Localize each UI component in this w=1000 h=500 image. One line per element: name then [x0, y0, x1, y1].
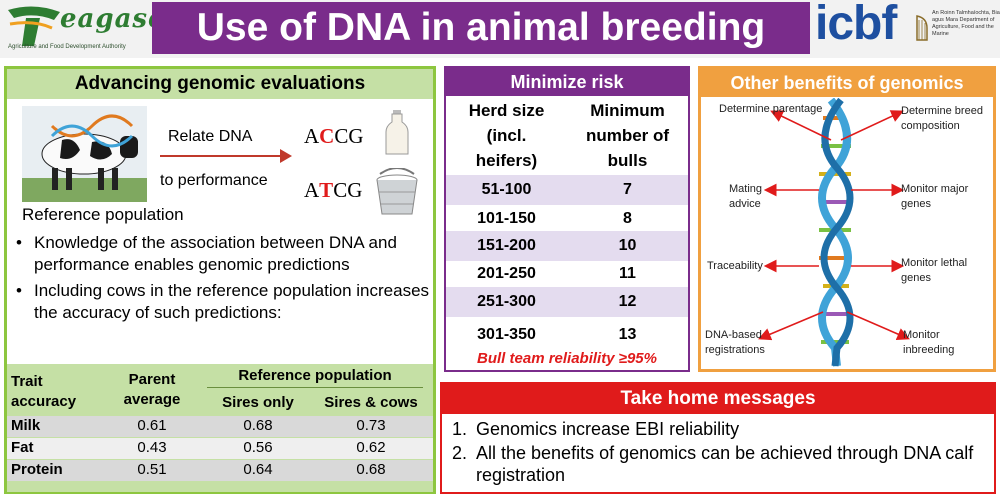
reference-population-label: Reference population — [22, 205, 184, 224]
list-item: 2. All the benefits of genomics can be ac… — [452, 443, 974, 485]
label-dna-registrations: DNA-based registrations — [705, 329, 765, 356]
relate-dna-text: Relate DNA — [168, 128, 253, 145]
bullet-item: Knowledge of the association between DNA… — [12, 232, 432, 276]
list-item: 1. Genomics increase EBI reliability — [452, 419, 740, 439]
take-home-heading: Take home messages — [442, 384, 994, 414]
icbf-wordmark: icbf — [815, 0, 897, 50]
teagasc-logo — [4, 2, 152, 56]
other-benefits-heading: Other benefits of genomics — [701, 69, 993, 97]
table-row: Milk 0.61 0.68 0.73 — [7, 416, 433, 437]
table-row: 201-250 11 — [477, 265, 636, 282]
label-mating-advice: Mating advice — [729, 183, 763, 210]
page-title: Use of DNA in animal breeding — [152, 2, 810, 54]
genomic-evaluations-heading: Advancing genomic evaluations — [7, 69, 433, 99]
arrow-right-icon — [280, 149, 292, 163]
bull-team-reliability: Bull team reliability ≥95% — [477, 350, 657, 367]
header-sires-cows: Sires & cows — [324, 394, 418, 411]
milk-bottle-icon — [384, 110, 410, 156]
table-row: 151-200 10 — [446, 231, 688, 261]
table-row: Protein 0.51 0.64 0.68 — [7, 460, 433, 481]
header-trait-accuracy: Trait accuracy — [11, 373, 77, 410]
minimize-risk-heading: Minimize risk — [446, 68, 688, 96]
teagasc-wordmark: eagasc — [60, 4, 165, 34]
label-traceability: Traceability — [707, 260, 763, 272]
header-divider — [207, 387, 423, 388]
to-performance-text: to performance — [160, 172, 268, 189]
table-row: 51-100 7 — [446, 175, 688, 205]
header-reference-population: Reference population — [238, 367, 392, 384]
genomic-bullets: Knowledge of the association between DNA… — [12, 232, 432, 328]
header-sires-only: Sires only — [222, 394, 294, 411]
dna-sequence-2: ATCG — [304, 178, 363, 202]
herd-size-header: Herd size (incl. heifers) — [468, 101, 545, 170]
cow-dna-image — [22, 106, 147, 202]
min-bulls-header: Minimum number of bulls — [585, 101, 670, 170]
table-row: 251-300 12 — [446, 287, 688, 317]
label-monitor-inbreeding: Monitor inbreeding — [903, 329, 955, 356]
header-parent-average: Parent average — [123, 371, 181, 408]
dna-sequence-1: ACCG — [304, 124, 364, 148]
teagasc-tagline: Agriculture and Food Development Authori… — [8, 44, 126, 50]
harp-icon — [915, 14, 929, 42]
relate-arrow-shaft — [160, 155, 285, 157]
take-home-list: 1. Genomics increase EBI reliability 2. Al… — [448, 418, 988, 488]
label-determine-parentage: Determine parentage — [719, 103, 823, 115]
label-monitor-lethal-genes: Monitor lethal genes — [901, 257, 968, 284]
label-monitor-major-genes: Monitor major genes — [901, 183, 969, 210]
department-text: An Roinn Talmhaíochta, Bia agus Mara Dep… — [932, 10, 1000, 37]
minimize-risk-panel — [444, 66, 690, 372]
milk-bucket-icon — [372, 167, 422, 218]
table-row: 101-150 8 — [477, 210, 632, 227]
table-row: Fat 0.43 0.56 0.62 — [7, 438, 433, 459]
label-breed-composition: Determine breed composition — [901, 105, 983, 132]
accuracy-table: Trait accuracy Parent average Reference … — [7, 364, 433, 492]
bullet-item: Including cows in the reference populati… — [12, 280, 432, 324]
dna-helix-diagram: Determine parentage Determine breed comp… — [701, 97, 993, 368]
table-row: 301-350 13 — [477, 326, 637, 343]
